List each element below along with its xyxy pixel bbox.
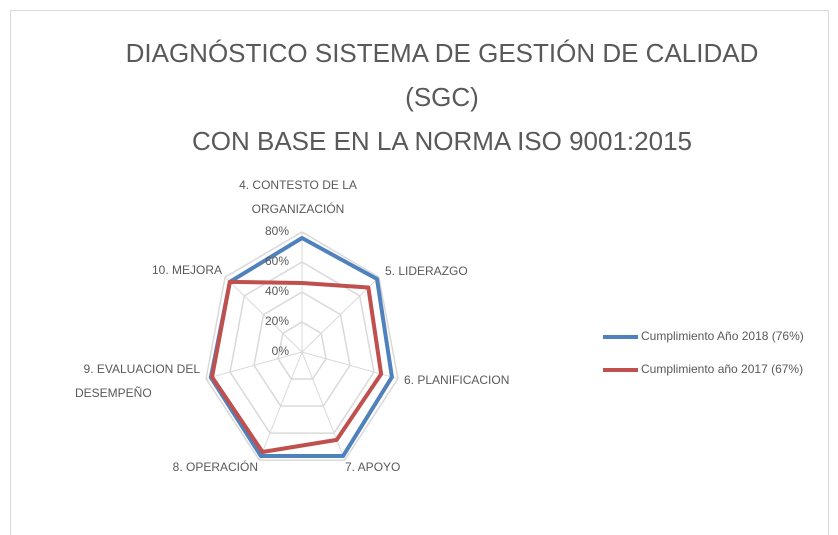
legend-label: Cumplimiento Año 2018 (76%) bbox=[641, 329, 804, 343]
grid-ring bbox=[253, 291, 351, 407]
grid-ring bbox=[277, 321, 327, 380]
legend-label: Cumplimiento año 2017 (67%) bbox=[641, 362, 803, 376]
spoke bbox=[301, 351, 346, 461]
grid-ring bbox=[229, 261, 375, 434]
chart-title: DIAGNÓSTICO SISTEMA DE GESTIÓN DE CALIDA… bbox=[126, 38, 759, 68]
chart-frame bbox=[10, 10, 829, 535]
chart-title: (SGC) bbox=[405, 82, 479, 112]
chart-title: CON BASE EN LA NORMA ISO 9001:2015 bbox=[192, 126, 692, 156]
category-label: ORGANIZACIÓN bbox=[252, 201, 345, 216]
spoke bbox=[224, 276, 303, 353]
series-line bbox=[210, 279, 384, 455]
category-label: 10. MEJORA bbox=[152, 263, 222, 277]
tick-label: 60% bbox=[265, 254, 289, 268]
spoke bbox=[301, 276, 380, 353]
tick-label: 20% bbox=[265, 314, 289, 328]
tick-label: 40% bbox=[265, 284, 289, 298]
grid-ring bbox=[205, 231, 399, 461]
spoke bbox=[258, 351, 303, 461]
category-label: 7. APOYO bbox=[345, 460, 400, 474]
tick-label: 0% bbox=[272, 344, 290, 358]
spoke bbox=[205, 351, 303, 380]
category-label: 6. PLANIFICACION bbox=[404, 373, 509, 387]
category-label: 8. OPERACIÓN bbox=[173, 459, 258, 474]
tick-label: 80% bbox=[265, 224, 289, 238]
category-label: DESEMPEÑO bbox=[75, 386, 152, 400]
category-label: 9. EVALUACION DEL bbox=[84, 362, 201, 376]
category-label: 5. LIDERAZGO bbox=[385, 264, 468, 278]
category-label: 4. CONTESTO DE LA bbox=[239, 178, 357, 192]
